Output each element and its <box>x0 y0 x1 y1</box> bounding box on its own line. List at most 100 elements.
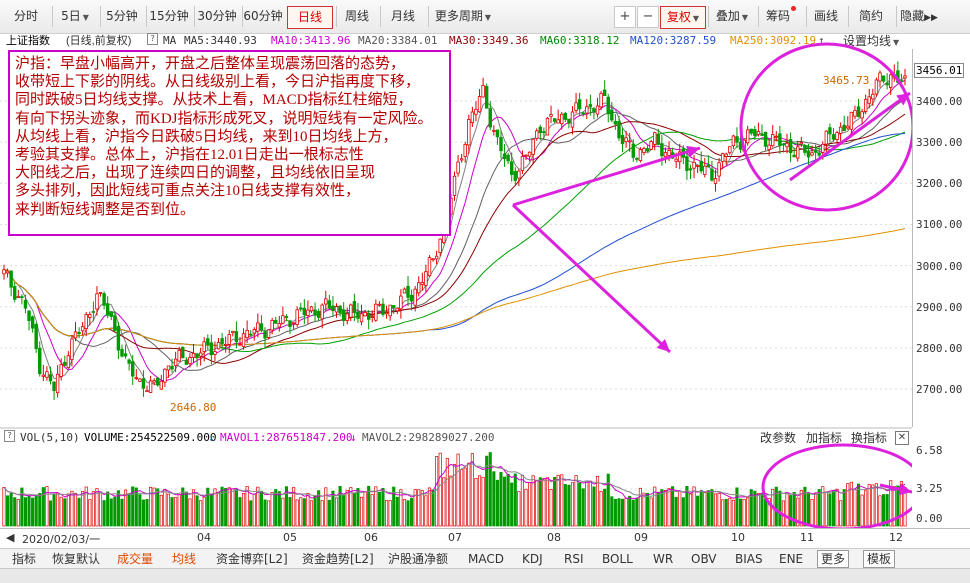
volume-bar <box>599 491 603 527</box>
candle-body <box>266 329 271 338</box>
volume-bar <box>746 497 750 527</box>
candle-body <box>477 96 482 113</box>
candle-body <box>774 135 778 138</box>
volume-bar <box>646 492 650 527</box>
volume-bar <box>98 491 103 527</box>
tab-fund-trend[interactable]: 资金趋势[L2] <box>302 552 374 566</box>
more-periods-label: 更多周期 <box>434 9 483 23</box>
volume-bar <box>874 483 878 527</box>
tab-ma[interactable]: 均线 <box>172 552 197 566</box>
draw-line-button[interactable]: 画线 <box>806 6 845 27</box>
add-indicator-button[interactable]: 加指标 <box>806 431 843 445</box>
candle-body <box>613 120 618 125</box>
tab-obv[interactable]: OBV <box>691 552 717 566</box>
candle-body <box>202 341 206 352</box>
volume-bar <box>427 487 432 527</box>
volume-bar <box>585 480 589 527</box>
volume-bar <box>245 485 249 527</box>
candle-body <box>5 270 10 274</box>
tab-rsi[interactable]: RSI <box>564 552 584 566</box>
tab-fund-game[interactable]: 资金博弈[L2] <box>216 552 288 566</box>
volume-bar <box>492 471 496 527</box>
period-tab-5day[interactable]: 5日 ▼ <box>52 6 97 27</box>
tab-macd[interactable]: MACD <box>468 552 504 566</box>
candle-body <box>538 126 543 134</box>
overlay-menu[interactable]: 叠加 ▼ <box>708 6 755 27</box>
candle-body <box>459 158 464 161</box>
period-tab-5min[interactable]: 5分钟 <box>100 6 143 27</box>
price-tick: 2800.00 <box>916 342 963 355</box>
candle-body <box>291 322 296 325</box>
volume-bar <box>20 487 24 527</box>
period-tab-timeshare[interactable]: 分时 <box>13 9 38 23</box>
tab-wr[interactable]: WR <box>653 552 674 566</box>
time-tick: 09 <box>634 531 648 544</box>
candle-body <box>213 351 217 355</box>
change-params-button[interactable]: 改参数 <box>760 431 797 445</box>
candle-body <box>245 329 249 339</box>
candle-body <box>316 311 321 318</box>
simple-mode-button[interactable]: 简约 <box>848 6 893 27</box>
volume-ma-lines <box>3 461 906 499</box>
candle-body <box>735 136 739 143</box>
zoom-in-icon[interactable]: + <box>614 6 636 28</box>
tab-ene[interactable]: ENE <box>779 552 804 566</box>
set-ma-menu[interactable]: 设置均线 ▼ <box>843 33 899 51</box>
tab-template[interactable]: 模板 <box>863 550 896 568</box>
candle-body <box>463 143 467 157</box>
tab-restore-default[interactable]: 恢复默认 <box>52 552 101 566</box>
candle-body <box>706 164 711 168</box>
volume-bar <box>617 498 621 527</box>
candle-body <box>881 75 886 82</box>
candle-body <box>835 132 839 141</box>
tab-hk-connect[interactable]: 沪股通净额 <box>388 552 449 566</box>
volume-bar <box>520 474 524 527</box>
volume-bar <box>460 469 464 527</box>
volume-bar <box>696 495 700 527</box>
candle-body <box>549 114 553 117</box>
switch-indicator-button[interactable]: 换指标 <box>851 431 888 445</box>
close-icon[interactable]: ✕ <box>895 431 909 445</box>
period-tab-monthly[interactable]: 月线 <box>380 6 425 27</box>
period-tab-30min[interactable]: 30分钟 <box>194 6 239 27</box>
tab-volume[interactable]: 成交量 <box>117 552 154 566</box>
volume-bar <box>127 493 131 527</box>
volume-bar <box>288 497 292 527</box>
tab-indicator[interactable]: 指标 <box>12 552 37 566</box>
zoom-out-icon[interactable]: − <box>637 6 659 28</box>
tab-bias[interactable]: BIAS <box>735 552 763 566</box>
candle-body <box>263 331 267 339</box>
candle-body <box>527 151 532 157</box>
candle-body <box>871 93 875 100</box>
candle-body <box>173 358 178 366</box>
candle-body <box>395 307 399 312</box>
candle-body <box>27 310 31 321</box>
kline-chart[interactable] <box>0 0 912 528</box>
volume-bar <box>116 490 120 527</box>
tab-more[interactable]: 更多 <box>817 550 850 568</box>
period-tab-weekly[interactable]: 周线 <box>336 6 377 27</box>
candle-body <box>16 296 21 299</box>
more-periods-menu[interactable]: 更多周期 ▼ <box>428 6 497 27</box>
tab-boll[interactable]: BOLL <box>602 552 633 566</box>
period-tab-60min[interactable]: 60分钟 <box>242 6 283 27</box>
volume-bar <box>313 495 317 527</box>
volume-bar <box>13 497 17 527</box>
volume-bar <box>106 491 110 527</box>
chart-mode: (日线,前复权) <box>66 35 132 47</box>
adjust-rights-menu[interactable]: 复权 ▼ <box>660 6 706 29</box>
volume-bar <box>831 489 836 527</box>
period-tab-15min[interactable]: 15分钟 <box>146 6 191 27</box>
period-tab-daily[interactable]: 日线 <box>287 6 333 29</box>
chips-button[interactable]: 筹码 <box>758 6 803 27</box>
candle-body <box>667 150 671 156</box>
hide-button[interactable]: 隐藏▶▶ <box>896 6 941 27</box>
tab-kdj[interactable]: KDJ <box>522 552 543 566</box>
candle-body <box>699 161 703 172</box>
volume-bar <box>553 476 557 527</box>
volume-bar <box>867 484 871 527</box>
trend-arrow-head <box>896 93 910 106</box>
ma30-value: MA30:3349.36 <box>449 34 529 47</box>
annotation-drawings <box>511 42 912 528</box>
volume-bar <box>456 453 460 527</box>
